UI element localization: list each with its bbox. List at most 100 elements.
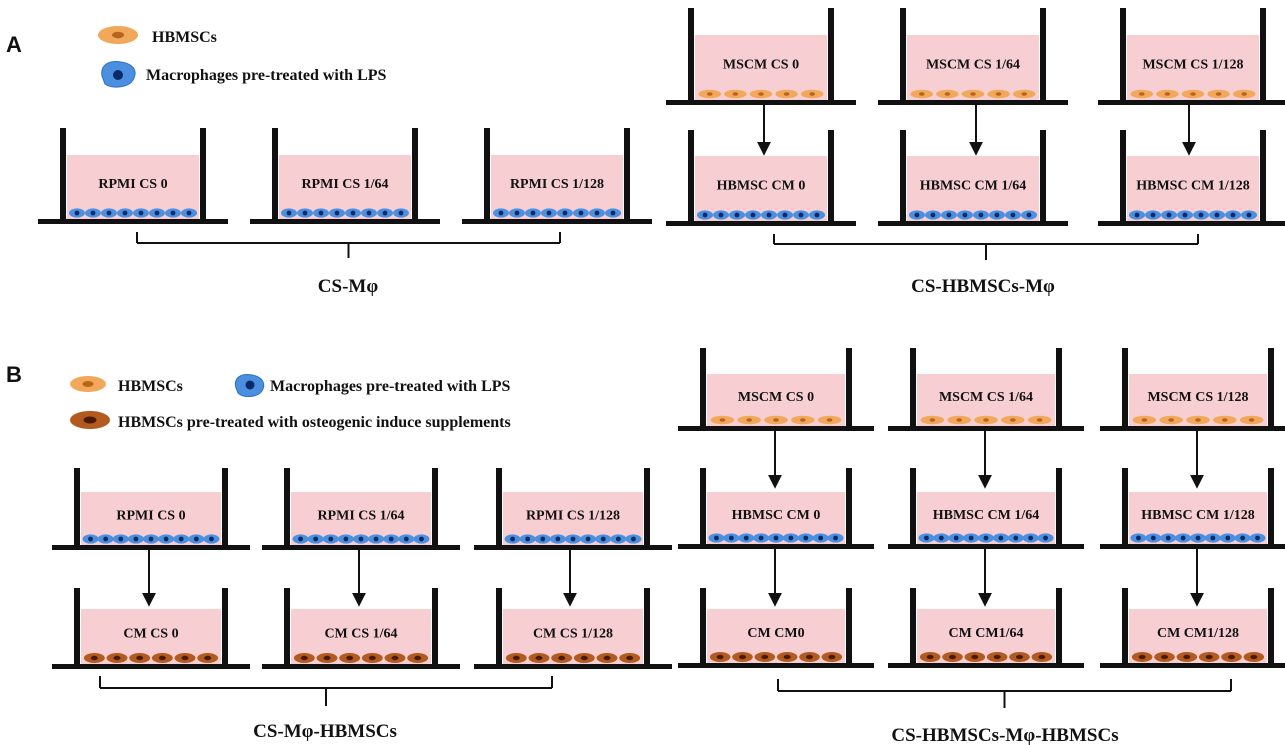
macrophage-cell [292, 534, 309, 544]
macrophage-cell [809, 210, 825, 220]
well-base [462, 219, 652, 224]
culture-medium [695, 35, 827, 100]
well-label: CM CS 1/128 [533, 627, 613, 642]
culture-well: RPMI CS 0 [38, 128, 228, 224]
osteo-cell [1131, 652, 1153, 662]
hbmsc-cell [724, 89, 747, 99]
macrophage-cell [493, 208, 509, 218]
culture-well: CM CM1/128 [1100, 588, 1285, 668]
hbmsc-cell [1186, 415, 1210, 425]
well-right-wall [624, 128, 630, 221]
well-label: MSCM CS 1/64 [939, 390, 1033, 405]
hbmsc-cell [1232, 89, 1256, 99]
osteo-cell [1243, 652, 1265, 662]
macrophage-cell [281, 208, 297, 218]
well-base [888, 663, 1084, 668]
macrophage-cell [1037, 533, 1054, 543]
macrophage-cell [1130, 533, 1147, 543]
hbmsc-cell [974, 415, 998, 425]
culture-well: CM CM0 [678, 588, 874, 668]
macrophage-cell [413, 534, 430, 544]
culture-well: HBMSC CM 1/64 [888, 468, 1084, 549]
macrophage-cell [723, 533, 740, 543]
well-left-wall [688, 8, 694, 102]
hbmsc-cell [710, 415, 735, 425]
hbmsc-cell [749, 89, 773, 99]
well-base [666, 221, 856, 226]
osteo-cell [1221, 652, 1242, 662]
well-right-wall [1056, 468, 1062, 546]
well-right-wall [828, 130, 834, 223]
group-bracket [773, 234, 1199, 260]
osteo-cell [551, 653, 573, 663]
well-label: HBMSC CM 1/64 [920, 179, 1027, 194]
well-left-wall [700, 348, 706, 428]
macrophage-cell [797, 533, 814, 543]
macrophage-cell [1022, 533, 1039, 543]
macrophage-cell [337, 534, 354, 544]
well-right-wall [1056, 348, 1062, 428]
well-right-wall [1040, 130, 1046, 223]
hbmsc-cell [1012, 89, 1036, 99]
macrophage-cell [745, 210, 761, 220]
macrophage-cell [173, 534, 190, 544]
osteo-cell [361, 653, 383, 663]
well-right-wall [1040, 8, 1046, 102]
macrophage-cell [1190, 533, 1206, 543]
hbmsc-cell [775, 89, 798, 99]
macrophage-cell [595, 534, 612, 544]
osteo-cell [528, 653, 550, 663]
well-right-wall [432, 468, 438, 547]
macrophage-cell [697, 210, 713, 220]
culture-medium [81, 609, 221, 664]
culture-well: MSCM CS 1/128 [1098, 8, 1285, 105]
well-left-wall [74, 468, 80, 547]
hbmsc-legend-label: HBMSCs [118, 378, 183, 395]
well-label: CM CM1/128 [1157, 626, 1239, 641]
macrophage-cell [398, 534, 415, 544]
macrophage-cell [973, 210, 989, 220]
macrophage-cell [393, 208, 409, 218]
well-base [262, 545, 460, 550]
well-left-wall [910, 348, 916, 428]
macrophage-cell [1005, 210, 1021, 220]
macrophage-cell [573, 208, 589, 218]
osteo-cell [1031, 652, 1053, 662]
well-base [888, 544, 1084, 549]
osteo-cell [732, 652, 753, 662]
macrophage-cell [918, 533, 935, 543]
culture-well: HBMSC CM 0 [666, 130, 856, 226]
hbmsc-cell [817, 415, 842, 425]
macrophage-cell [812, 533, 829, 543]
culture-well: MSCM CS 0 [678, 348, 874, 431]
macrophage-cell [313, 208, 329, 218]
macrophage-cell [978, 533, 994, 543]
well-left-wall [688, 130, 694, 223]
well-right-wall [1056, 588, 1062, 665]
macrophage-cell [605, 208, 621, 218]
macrophage-cell [1241, 210, 1257, 220]
well-label: HBMSC CM 1/128 [1141, 508, 1255, 523]
macrophage-cell [1225, 210, 1241, 220]
well-right-wall [222, 588, 228, 666]
macrophage-cell [768, 533, 784, 543]
macrophage-cell [1007, 533, 1024, 543]
well-label: HBMSC CM 1/128 [1136, 179, 1250, 194]
hbmsc-cell [1130, 89, 1154, 99]
culture-medium [279, 155, 411, 219]
macrophage-cell [957, 210, 973, 220]
osteo-cell [919, 652, 941, 662]
osteo-cell [174, 653, 196, 663]
macrophage-cell [565, 534, 581, 544]
macrophage-cell [580, 534, 597, 544]
hbmsc-cell [1239, 415, 1264, 425]
macrophage-cell [322, 534, 339, 544]
well-right-wall [1268, 348, 1274, 428]
hbmsc-cell [936, 89, 959, 99]
culture-medium [67, 155, 199, 219]
osteo-hbmsc-legend-label: HBMSCs pre-treated with osteogenic induc… [118, 414, 511, 431]
macrophage-cell [729, 210, 745, 220]
macrophage-cell [1193, 210, 1209, 220]
macrophage-cell [85, 208, 101, 218]
well-label: CM CM1/64 [948, 626, 1023, 641]
